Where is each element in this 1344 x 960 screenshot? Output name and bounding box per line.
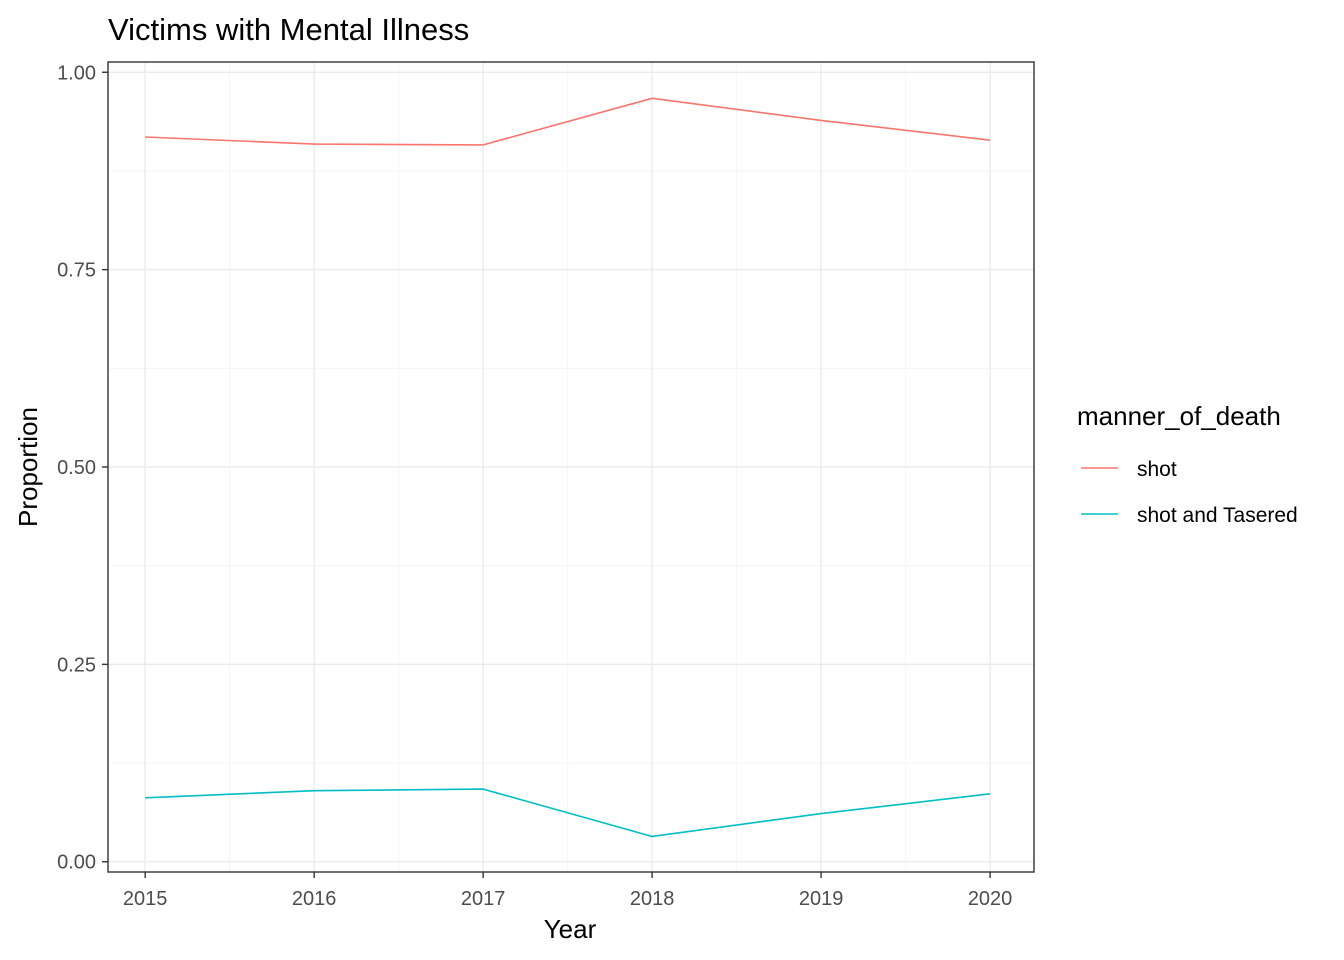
grid-lines (108, 62, 1034, 872)
x-axis-title: Year (544, 914, 597, 944)
legend-items: shot shot and Tasered (1081, 458, 1298, 527)
x-tick-label: 2018 (630, 888, 675, 910)
legend-label: shot and Tasered (1137, 504, 1298, 527)
series-line-shot-and-tasered (145, 788, 991, 838)
legend: manner_of_death shot shot and Tasered (1077, 401, 1298, 527)
chart-title: Victims with Mental Illness (108, 12, 469, 47)
x-tick-label: 2016 (292, 888, 337, 910)
y-tick-label: 0.50 (57, 457, 96, 479)
series-lines (145, 97, 991, 838)
legend-label: shot (1137, 458, 1177, 481)
y-axis-title: Proportion (13, 407, 43, 527)
x-tick-label: 2017 (461, 888, 506, 910)
y-tick-label: 0.00 (57, 852, 96, 874)
legend-title: manner_of_death (1077, 401, 1281, 431)
x-tick-label: 2020 (968, 888, 1013, 910)
y-tick-label: 0.25 (57, 654, 96, 676)
y-tick-label: 1.00 (57, 62, 96, 84)
x-tick-label: 2015 (123, 888, 168, 910)
series-line-shot (145, 97, 991, 146)
axes: 0.00 0.25 0.50 0.75 1.00 2015 2016 2017 2018 2019… (57, 62, 1012, 910)
x-tick-label: 2019 (799, 888, 844, 910)
y-tick-label: 0.75 (57, 260, 96, 282)
